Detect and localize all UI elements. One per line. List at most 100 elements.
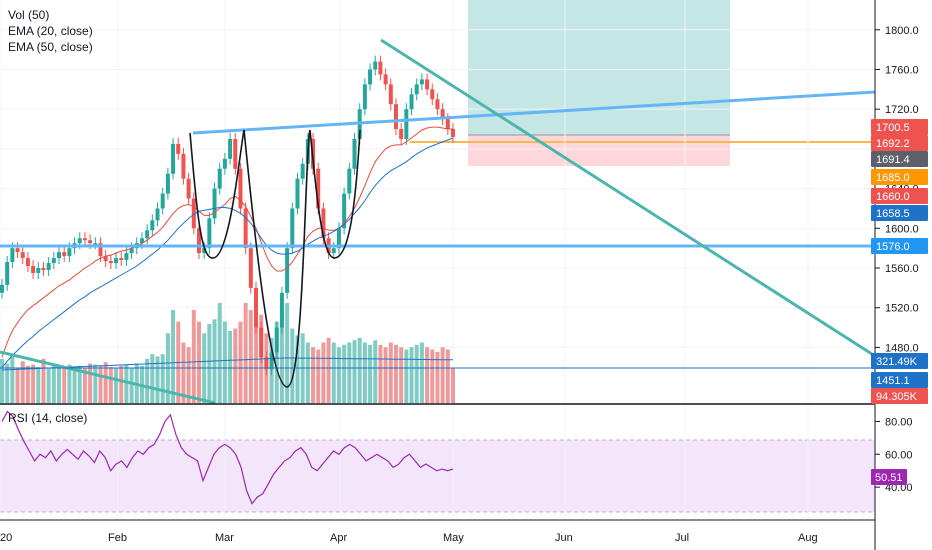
legend-rsi[interactable]: RSI (14, close) bbox=[8, 411, 88, 425]
candle-body bbox=[20, 252, 25, 259]
candle-body bbox=[119, 258, 124, 261]
volume-bar bbox=[41, 358, 46, 403]
candle-body bbox=[362, 84, 367, 110]
candle-body bbox=[82, 238, 87, 241]
candle-body bbox=[57, 252, 62, 259]
volume-average-line bbox=[1, 357, 453, 371]
candle-body bbox=[264, 357, 269, 370]
volume-bar bbox=[243, 303, 248, 403]
candle-body bbox=[36, 268, 41, 273]
price-badge[interactable] bbox=[871, 135, 928, 151]
volume-bar bbox=[393, 344, 398, 403]
pattern-curve-right bbox=[309, 129, 361, 259]
rsi-badge[interactable] bbox=[871, 469, 907, 485]
price-badge[interactable] bbox=[871, 169, 928, 185]
candle-body bbox=[445, 119, 450, 130]
candle-body bbox=[207, 218, 212, 249]
volume-bar bbox=[77, 365, 82, 403]
candle-body bbox=[378, 61, 383, 75]
volume-bar bbox=[51, 363, 56, 403]
legend-ema50[interactable]: EMA (50, close) bbox=[8, 40, 93, 54]
candle-body bbox=[139, 238, 144, 244]
price-badge[interactable] bbox=[871, 238, 928, 254]
volume-bar bbox=[290, 328, 295, 403]
candle-body bbox=[0, 284, 4, 293]
candle-body bbox=[259, 327, 264, 358]
price-badge[interactable] bbox=[871, 119, 928, 135]
legend-ema20[interactable]: EMA (20, close) bbox=[8, 24, 93, 38]
volume-bar bbox=[331, 342, 336, 403]
volume-bar bbox=[378, 344, 383, 403]
candle-body bbox=[321, 208, 326, 239]
price-badge[interactable] bbox=[871, 205, 928, 221]
volume-bar bbox=[373, 340, 378, 403]
volume-bar bbox=[228, 330, 233, 403]
volume-bar bbox=[440, 347, 445, 403]
ema50-line bbox=[1, 137, 454, 368]
candle-body bbox=[269, 352, 274, 370]
price-badge[interactable] bbox=[871, 353, 928, 369]
volume-bar bbox=[352, 340, 357, 403]
volume-bar bbox=[31, 364, 36, 403]
lower-trend-line bbox=[0, 350, 216, 405]
candle-body bbox=[62, 252, 67, 257]
volume-bar bbox=[362, 342, 367, 403]
volume-bar bbox=[145, 358, 150, 403]
candle-body bbox=[414, 84, 419, 95]
volume-bar bbox=[72, 366, 77, 403]
volume-bar bbox=[88, 363, 93, 403]
price-tick-label: 1800.0 bbox=[885, 25, 919, 37]
time-tick-label: Feb bbox=[108, 532, 127, 544]
candle-body bbox=[88, 240, 93, 244]
time-tick-label: Jun bbox=[555, 532, 573, 544]
volume-bar bbox=[0, 358, 4, 403]
volume-bar bbox=[222, 321, 227, 403]
volume-bar bbox=[5, 363, 10, 403]
volume-bar bbox=[430, 349, 435, 403]
candle-body bbox=[274, 327, 279, 353]
rsi-badge-label: 50.51 bbox=[875, 472, 903, 484]
price-badge[interactable] bbox=[871, 388, 928, 404]
legend-volume[interactable]: Vol (50) bbox=[8, 8, 50, 22]
candle-body bbox=[347, 168, 352, 194]
candle-body bbox=[5, 262, 10, 285]
candle-body bbox=[145, 230, 150, 239]
volume-bar bbox=[46, 368, 51, 403]
volume-bar bbox=[114, 368, 119, 403]
candle-body bbox=[393, 104, 398, 130]
volume-bar bbox=[414, 344, 419, 403]
price-badge[interactable] bbox=[871, 372, 928, 388]
pattern-curve-head bbox=[243, 129, 311, 388]
candle-body bbox=[202, 248, 207, 254]
volume-bar bbox=[196, 321, 201, 403]
volume-bar bbox=[311, 347, 316, 403]
price-badge[interactable] bbox=[871, 188, 928, 204]
price-badge-label: 94.305K bbox=[876, 391, 918, 403]
candle-body bbox=[10, 248, 15, 263]
rsi-tick-label: 40.00 bbox=[885, 482, 913, 494]
price-badge[interactable] bbox=[871, 151, 928, 167]
time-tick-label: 20 bbox=[0, 532, 12, 544]
candle-body bbox=[150, 220, 155, 231]
candle-body bbox=[186, 178, 191, 199]
candle-body bbox=[108, 261, 113, 264]
volume-bar bbox=[388, 342, 393, 403]
candle-body bbox=[160, 193, 165, 209]
candle-body bbox=[196, 228, 201, 254]
candle-body bbox=[248, 248, 253, 288]
ema20-line bbox=[1, 126, 453, 358]
time-tick-label: Apr bbox=[330, 532, 347, 544]
volume-bar bbox=[155, 356, 160, 403]
volume-bar bbox=[326, 337, 331, 403]
volume-bar bbox=[119, 365, 124, 403]
candle-body bbox=[31, 266, 36, 273]
candle-body bbox=[430, 89, 435, 100]
candle-body bbox=[373, 61, 378, 70]
candle-body bbox=[181, 153, 186, 179]
price-badge-label: 321.49K bbox=[876, 356, 918, 368]
volume-bar bbox=[67, 364, 72, 403]
volume-bar bbox=[20, 361, 25, 403]
candle-body bbox=[155, 208, 160, 221]
candle-body bbox=[217, 168, 222, 189]
